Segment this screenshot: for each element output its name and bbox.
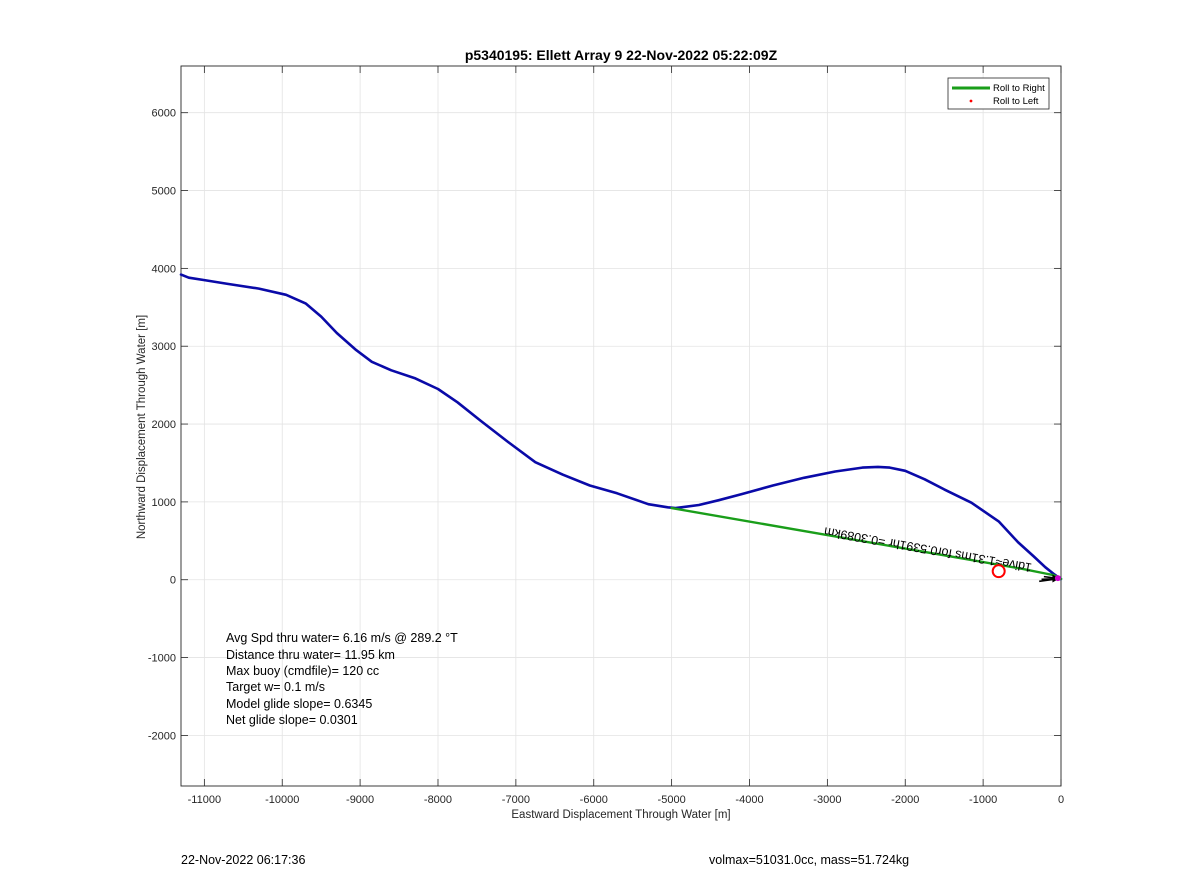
info-text-block: Avg Spd thru water= 6.16 m/s @ 289.2 °T … xyxy=(226,631,458,727)
axes-frame xyxy=(180,65,1062,787)
legend-label-roll-right: Roll to Right xyxy=(993,83,1045,94)
x-tick-labels: -11000 -10000 -9000 -8000 -7000 -6000 -5000 -40… xyxy=(188,794,1064,806)
info-model-glide: Model glide slope= 0.6345 xyxy=(226,697,372,711)
y-tick-label: 5000 xyxy=(152,186,176,198)
legend-box xyxy=(947,77,1050,110)
x-tick-label: -4000 xyxy=(735,794,763,806)
circle-marker xyxy=(991,564,1006,579)
tick-marks xyxy=(181,66,1062,786)
x-tick-label: -2000 xyxy=(891,794,919,806)
x-tick-label: 0 xyxy=(1058,794,1064,806)
info-target-w: Target w= 0.1 m/s xyxy=(226,680,325,694)
x-tick-label: -7000 xyxy=(502,794,530,806)
y-tick-label: 1000 xyxy=(152,497,176,509)
y-tick-label: 0 xyxy=(170,575,176,587)
x-tick-label: -11000 xyxy=(188,794,221,806)
footer-timestamp: 22-Nov-2022 06:17:36 xyxy=(181,853,306,867)
footer-volmax-mass: volmax=51031.0cc, mass=51.724kg xyxy=(709,853,910,867)
legend-swatch-roll-left xyxy=(969,99,973,103)
x-tick-label: -8000 xyxy=(424,794,452,806)
y-tick-label: 4000 xyxy=(152,263,176,275)
x-axis-label: Eastward Displacement Through Water [m] xyxy=(511,809,730,821)
info-net-glide: Net glide slope= 0.0301 xyxy=(226,713,358,727)
info-distance: Distance thru water= 11.95 km xyxy=(226,648,395,662)
glider-track-line xyxy=(179,273,1063,581)
series-layer xyxy=(179,273,1063,581)
legend-label-roll-left: Roll to Left xyxy=(993,96,1039,107)
legend: Roll to Right Roll to Left xyxy=(947,77,1050,110)
chart-title: p5340195: Ellett Array 9 22-Nov-2022 05:… xyxy=(465,47,778,63)
x-tick-label: -6000 xyxy=(580,794,608,806)
x-tick-label: -9000 xyxy=(346,794,374,806)
x-tick-label: -3000 xyxy=(813,794,841,806)
info-avg-speed: Avg Spd thru water= 6.16 m/s @ 289.2 °T xyxy=(226,631,458,645)
axes-box xyxy=(180,65,1062,787)
y-tick-label: -2000 xyxy=(148,730,176,742)
y-tick-label: 2000 xyxy=(152,419,176,431)
info-max-buoy: Max buoy (cmdfile)= 120 cc xyxy=(226,664,379,678)
y-tick-label: 6000 xyxy=(152,108,176,120)
end-marker xyxy=(1054,575,1061,582)
y-tick-label: -1000 xyxy=(148,653,176,665)
y-tick-labels: -2000 -1000 0 1000 2000 3000 4000 5000 6000 xyxy=(148,108,176,743)
x-tick-label: -1000 xyxy=(969,794,997,806)
annotation-layer: 1dive≈1.31ms for0.5391hr =0.3089km xyxy=(823,524,1061,583)
x-tick-label: -5000 xyxy=(658,794,686,806)
y-axis-label: Northward Displacement Through Water [m] xyxy=(136,315,148,539)
x-tick-label: -10000 xyxy=(265,794,299,806)
y-tick-label: 3000 xyxy=(152,341,176,353)
grid xyxy=(181,66,1062,786)
dive-summary-label: 1dive≈1.31ms for0.5391hr =0.3089km xyxy=(823,524,1033,574)
